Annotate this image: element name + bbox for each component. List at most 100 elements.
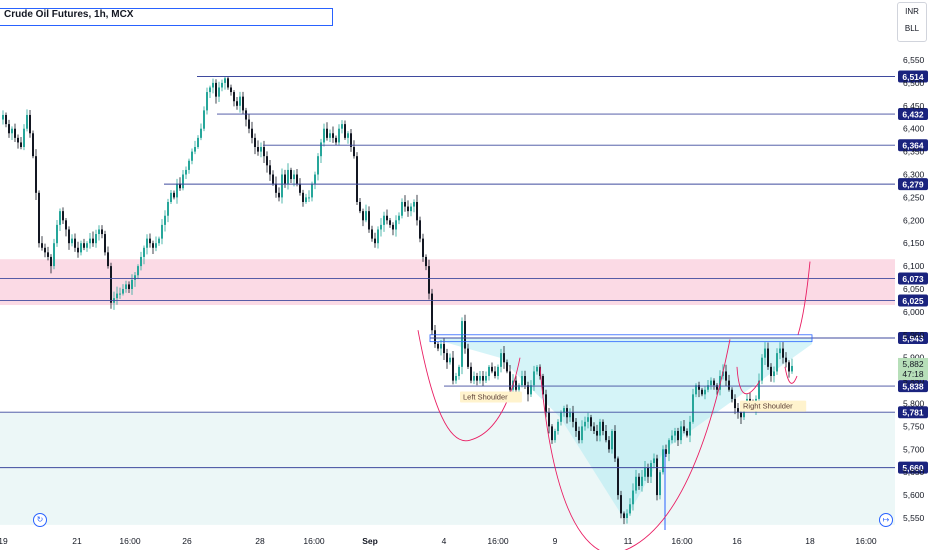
candle xyxy=(122,284,124,296)
candle xyxy=(269,160,271,181)
candle xyxy=(710,377,712,390)
candle xyxy=(782,342,784,364)
candle xyxy=(125,280,127,293)
candle-body xyxy=(356,156,358,202)
candle xyxy=(374,232,376,248)
candle xyxy=(134,271,136,287)
candle-body xyxy=(41,243,43,248)
candle xyxy=(248,114,250,134)
candle xyxy=(671,430,673,444)
candle xyxy=(392,222,394,236)
candle xyxy=(320,138,322,164)
candle-body xyxy=(122,289,124,294)
currency-unit-selector[interactable]: INR BLL xyxy=(897,2,927,42)
candle-body xyxy=(26,114,28,129)
candle xyxy=(29,110,31,138)
candle-body xyxy=(377,229,379,244)
level-label-bg xyxy=(898,70,928,83)
candle-body xyxy=(605,430,607,441)
candle-body xyxy=(416,201,418,221)
candle xyxy=(380,218,382,237)
candle xyxy=(401,198,403,219)
candle xyxy=(167,198,169,223)
candle-body xyxy=(137,266,139,276)
candle xyxy=(647,463,649,483)
candle xyxy=(107,246,109,269)
candle-body xyxy=(2,114,4,120)
scroll-to-realtime-icon[interactable]: ↦ xyxy=(879,513,893,527)
x-tick-label: 18 xyxy=(805,536,815,546)
candle-body xyxy=(236,101,238,106)
scroll-left-button[interactable]: ↻ xyxy=(33,513,47,527)
candle-body xyxy=(758,380,760,399)
candle-body xyxy=(188,160,190,170)
level-label-bg xyxy=(898,178,928,191)
candle xyxy=(698,381,700,398)
candle xyxy=(770,363,772,382)
candle-body xyxy=(428,266,430,294)
candle-body xyxy=(431,293,433,331)
candle xyxy=(554,428,556,443)
candle-body xyxy=(233,92,235,102)
candle-body xyxy=(407,206,409,212)
candle-body xyxy=(590,417,592,427)
candle-body xyxy=(641,476,643,486)
candle-body xyxy=(80,243,82,253)
symbol-title-box[interactable] xyxy=(0,8,333,26)
candle-body xyxy=(578,430,580,441)
supply-zone xyxy=(0,259,895,306)
candle-body xyxy=(500,353,502,367)
candle-body xyxy=(689,421,691,436)
candle xyxy=(272,170,274,186)
candle-body xyxy=(410,206,412,212)
candle xyxy=(59,208,61,231)
candle-body xyxy=(359,201,361,212)
candle xyxy=(623,511,625,525)
y-tick-label: 6,500 xyxy=(903,78,925,88)
candle xyxy=(425,254,427,271)
candle-body xyxy=(767,348,769,367)
candle xyxy=(482,370,484,387)
candle xyxy=(644,461,646,481)
candle xyxy=(458,364,460,380)
candle-body xyxy=(437,343,439,349)
candle-body xyxy=(227,78,229,88)
head-curve xyxy=(539,339,731,550)
candle-body xyxy=(671,435,673,441)
candle-body xyxy=(458,366,460,377)
candle xyxy=(734,394,736,415)
candle-body xyxy=(86,243,88,248)
candle-body xyxy=(362,211,364,221)
candle xyxy=(347,131,349,144)
candle-body xyxy=(518,385,520,390)
candle xyxy=(473,371,475,385)
candle xyxy=(431,288,433,335)
candle-body xyxy=(146,238,148,248)
candle xyxy=(26,109,28,132)
candle xyxy=(290,167,292,183)
candle xyxy=(503,346,505,369)
candle xyxy=(38,190,40,248)
candle-body xyxy=(143,247,145,257)
candle xyxy=(203,106,205,132)
candle xyxy=(215,79,217,104)
candle xyxy=(110,262,112,309)
candle-body xyxy=(209,87,211,93)
candle xyxy=(596,424,598,442)
candle-body xyxy=(251,128,253,138)
candle xyxy=(371,225,373,242)
candle xyxy=(389,217,391,228)
candle xyxy=(230,84,232,96)
candle xyxy=(140,251,142,271)
candle-body xyxy=(83,243,85,248)
candle-body xyxy=(386,215,388,221)
candle-body xyxy=(131,279,133,289)
candle-body xyxy=(398,215,400,221)
candle xyxy=(674,427,676,443)
candle xyxy=(356,152,358,206)
candle-body xyxy=(710,380,712,386)
candle xyxy=(284,169,286,188)
candle xyxy=(350,128,352,152)
candle-body xyxy=(347,133,349,138)
